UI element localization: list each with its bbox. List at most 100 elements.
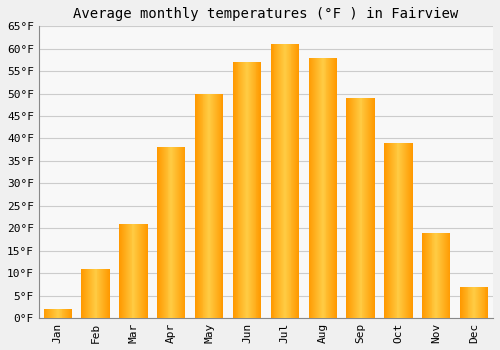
Bar — [474, 287, 475, 318]
Bar — [335, 58, 336, 318]
Bar — [439, 233, 440, 318]
Bar — [256, 62, 258, 318]
Bar — [96, 268, 98, 318]
Bar — [212, 93, 213, 318]
Bar — [437, 233, 438, 318]
Bar — [141, 224, 142, 318]
Bar — [82, 268, 84, 318]
Bar — [475, 287, 476, 318]
Bar — [248, 62, 249, 318]
Bar — [139, 224, 140, 318]
Bar — [254, 62, 256, 318]
Bar — [480, 287, 481, 318]
Bar — [281, 44, 282, 318]
Bar — [296, 44, 297, 318]
Bar — [357, 98, 358, 318]
Bar — [346, 98, 375, 318]
Bar — [482, 287, 484, 318]
Bar — [82, 268, 110, 318]
Bar — [282, 44, 283, 318]
Bar — [385, 143, 386, 318]
Bar — [249, 62, 250, 318]
Bar — [321, 58, 322, 318]
Bar — [290, 44, 292, 318]
Bar — [317, 58, 318, 318]
Bar — [354, 98, 355, 318]
Bar — [373, 98, 374, 318]
Bar — [157, 147, 158, 318]
Bar — [125, 224, 126, 318]
Bar — [486, 287, 488, 318]
Bar — [206, 93, 208, 318]
Bar — [251, 62, 252, 318]
Bar — [140, 224, 141, 318]
Bar — [177, 147, 178, 318]
Bar — [70, 309, 71, 318]
Bar — [320, 58, 321, 318]
Bar — [159, 147, 160, 318]
Bar — [172, 147, 173, 318]
Bar — [424, 233, 425, 318]
Bar — [355, 98, 356, 318]
Bar — [422, 233, 450, 318]
Bar — [353, 98, 354, 318]
Bar — [423, 233, 424, 318]
Bar — [446, 233, 448, 318]
Bar — [434, 233, 436, 318]
Bar — [294, 44, 296, 318]
Bar — [470, 287, 472, 318]
Bar — [396, 143, 398, 318]
Bar — [85, 268, 86, 318]
Bar — [370, 98, 371, 318]
Bar — [87, 268, 88, 318]
Bar — [245, 62, 246, 318]
Bar — [197, 93, 198, 318]
Bar — [236, 62, 238, 318]
Bar — [86, 268, 87, 318]
Bar — [46, 309, 48, 318]
Bar — [443, 233, 444, 318]
Bar — [54, 309, 55, 318]
Bar — [331, 58, 332, 318]
Bar — [204, 93, 206, 318]
Bar — [280, 44, 281, 318]
Bar — [445, 233, 446, 318]
Bar — [318, 58, 319, 318]
Bar — [247, 62, 248, 318]
Bar — [405, 143, 406, 318]
Bar — [428, 233, 430, 318]
Bar — [313, 58, 314, 318]
Bar — [462, 287, 463, 318]
Bar — [328, 58, 330, 318]
Bar — [288, 44, 290, 318]
Bar — [400, 143, 402, 318]
Bar — [195, 93, 196, 318]
Bar — [62, 309, 64, 318]
Bar — [216, 93, 218, 318]
Bar — [438, 233, 439, 318]
Bar — [374, 98, 375, 318]
Bar — [69, 309, 70, 318]
Bar — [233, 62, 234, 318]
Bar — [100, 268, 102, 318]
Bar — [107, 268, 108, 318]
Bar — [176, 147, 177, 318]
Bar — [215, 93, 216, 318]
Bar — [278, 44, 279, 318]
Bar — [403, 143, 404, 318]
Bar — [160, 147, 161, 318]
Bar — [48, 309, 49, 318]
Bar — [260, 62, 261, 318]
Bar — [136, 224, 137, 318]
Bar — [84, 268, 85, 318]
Bar — [200, 93, 202, 318]
Bar — [71, 309, 72, 318]
Bar — [279, 44, 280, 318]
Bar — [108, 268, 109, 318]
Bar — [218, 93, 220, 318]
Bar — [348, 98, 349, 318]
Bar — [407, 143, 408, 318]
Bar — [425, 233, 426, 318]
Title: Average monthly temperatures (°F ) in Fairview: Average monthly temperatures (°F ) in Fa… — [74, 7, 458, 21]
Bar — [366, 98, 367, 318]
